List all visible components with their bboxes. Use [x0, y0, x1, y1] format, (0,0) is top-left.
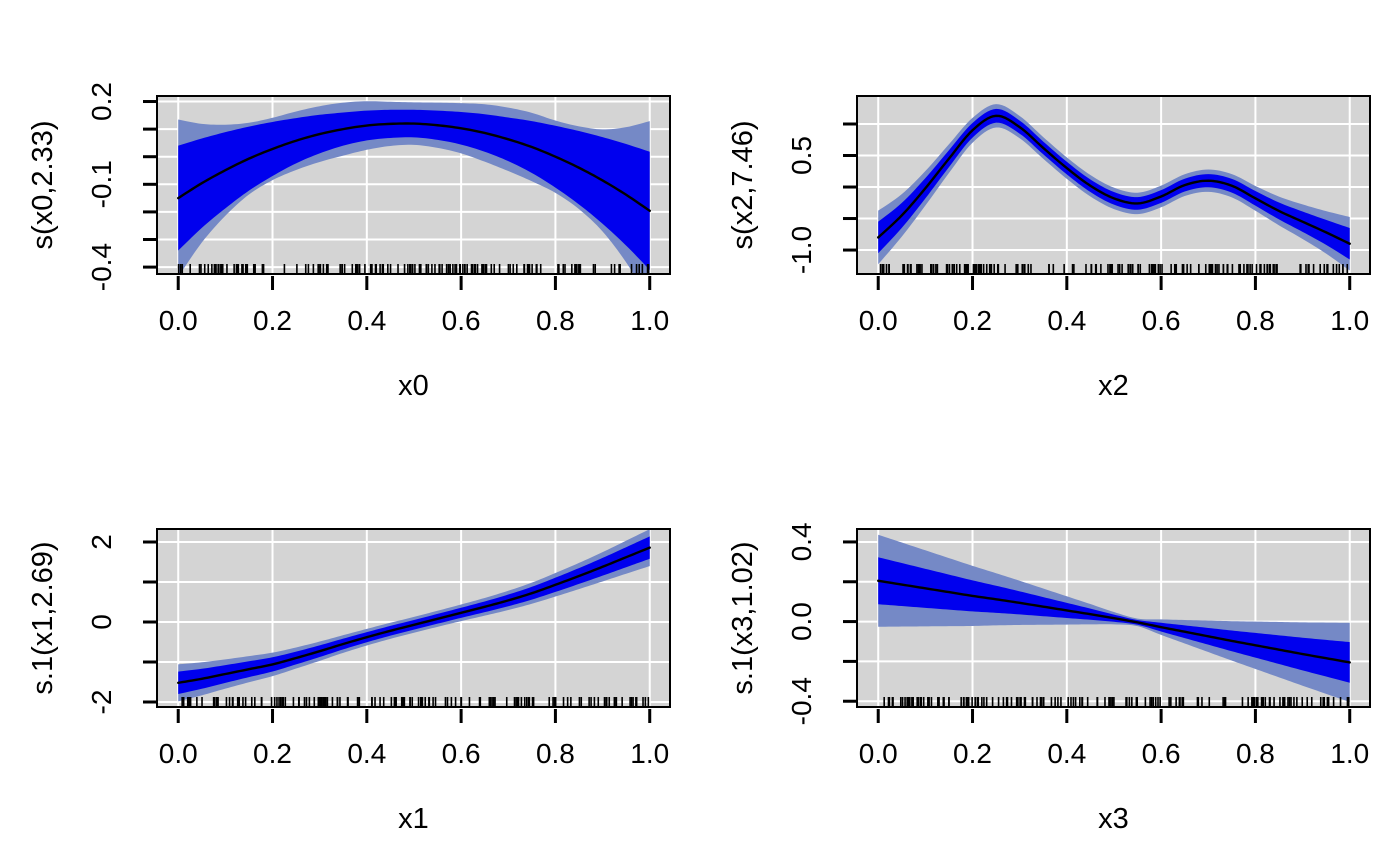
x-tick-label: 0.6 — [442, 738, 481, 769]
x-tick-label: 0.4 — [1047, 738, 1086, 769]
plot-area — [877, 104, 1351, 273]
plot-area — [877, 534, 1351, 706]
y-tick-label: 0 — [86, 614, 117, 630]
panel-x0: 0.0 0.2 0.4 0.6 0.8 1.0 0.2 -0.1 -0.4 x0 s(x0,2.33… — [27, 82, 671, 402]
x-tick-label: 1.0 — [1330, 305, 1369, 336]
x-tick-label: 1.0 — [630, 305, 669, 336]
x-tick-label: 0.4 — [1047, 305, 1086, 336]
rug — [177, 264, 650, 273]
y-axis-title: s(x0,2.33) — [27, 121, 59, 250]
x-tick-label: 0.8 — [1236, 738, 1275, 769]
x-tick-label: 0.2 — [253, 738, 292, 769]
outer-confidence-band — [878, 104, 1350, 271]
x-tick-label: 0.2 — [253, 305, 292, 336]
x-axis-title: x0 — [398, 370, 429, 402]
inner-confidence-band — [178, 109, 650, 270]
y-tick-label: 2 — [86, 534, 117, 550]
x-tick-label: 0.4 — [347, 305, 386, 336]
inner-confidence-band — [878, 557, 1350, 683]
panel-border — [856, 528, 1371, 708]
x-tick-label: 0.6 — [1142, 305, 1181, 336]
panel-cell-top-left: 0.0 0.2 0.4 0.6 0.8 1.0 0.2 -0.1 -0.4 x0 s(x0,2.33… — [0, 0, 700, 433]
inner-confidence-band — [178, 536, 650, 694]
x-tick-label: 0.8 — [1236, 305, 1275, 336]
y-tick-label: 0.2 — [86, 82, 117, 121]
fit-line — [877, 579, 1351, 664]
panel-border — [156, 528, 671, 708]
x-axis-title: x3 — [1098, 803, 1129, 835]
fit-line — [877, 114, 1351, 245]
x-axis-title: x2 — [1098, 370, 1129, 402]
x-tick-label: 0.6 — [1142, 738, 1181, 769]
fit-line — [177, 546, 651, 684]
x-tick-label: 0.0 — [859, 738, 898, 769]
panel-cell-top-right: 0.0 0.2 0.4 0.6 0.8 1.0 0.5 -1.0 x2 s(x2,7.46) — [700, 0, 1400, 433]
y-axis-title: s(x2,7.46) — [727, 121, 759, 250]
x-tick-label: 0.6 — [442, 305, 481, 336]
panel-x2: 0.0 0.2 0.4 0.6 0.8 1.0 0.5 -1.0 x2 s(x2,7.46) — [727, 95, 1371, 402]
x-tick-label: 0.0 — [859, 305, 898, 336]
y-tick-label: -1.0 — [786, 226, 817, 274]
y-tick-label: 0.5 — [786, 136, 817, 175]
x-tick-label: 1.0 — [1330, 738, 1369, 769]
rug — [883, 697, 1350, 706]
axis-ticks — [843, 540, 1352, 723]
x-tick-label: 0.0 — [159, 305, 198, 336]
y-tick-label: -0.4 — [86, 243, 117, 291]
y-tick-label: -0.4 — [786, 677, 817, 725]
x-tick-label: 1.0 — [630, 738, 669, 769]
plot-area — [177, 529, 651, 706]
x-axis-title: x1 — [398, 803, 429, 835]
x-tick-label: 0.8 — [536, 305, 575, 336]
rug — [879, 264, 1349, 273]
y-tick-label: 0.0 — [786, 602, 817, 641]
axis-ticks — [843, 122, 1352, 290]
x-tick-label: 0.2 — [953, 305, 992, 336]
panel-border — [156, 95, 671, 275]
rug — [181, 697, 650, 706]
axis-ticks — [143, 540, 652, 723]
y-axis-title: s.1(x3,1.02) — [727, 541, 759, 694]
x-tick-label: 0.0 — [159, 738, 198, 769]
panel-x3: 0.0 0.2 0.4 0.6 0.8 1.0 0.4 0.0 -0.4 x3 s.1(x3,1.0… — [727, 522, 1371, 835]
panel-cell-bottom-right: 0.0 0.2 0.4 0.6 0.8 1.0 0.4 0.0 -0.4 x3 s.1(x3,1.0… — [700, 433, 1400, 866]
panel-x1: 0.0 0.2 0.4 0.6 0.8 1.0 2 0 -2 x1 s.1(x1,2.69) — [27, 528, 671, 835]
axis-ticks — [143, 100, 652, 290]
panel-border — [856, 95, 1371, 275]
x-tick-label: 0.8 — [536, 738, 575, 769]
panel-background — [857, 96, 1370, 274]
y-tick-label: -2 — [86, 690, 117, 715]
y-axis-title: s.1(x1,2.69) — [27, 541, 59, 694]
x-tick-label: 0.4 — [347, 738, 386, 769]
y-tick-label: 0.4 — [786, 522, 817, 561]
panel-cell-bottom-left: 0.0 0.2 0.4 0.6 0.8 1.0 2 0 -2 x1 s.1(x1,2.69) — [0, 433, 700, 866]
x-tick-label: 0.2 — [953, 738, 992, 769]
plot-area — [177, 101, 651, 274]
fit-line — [177, 122, 651, 212]
y-tick-label: -0.1 — [86, 160, 117, 208]
